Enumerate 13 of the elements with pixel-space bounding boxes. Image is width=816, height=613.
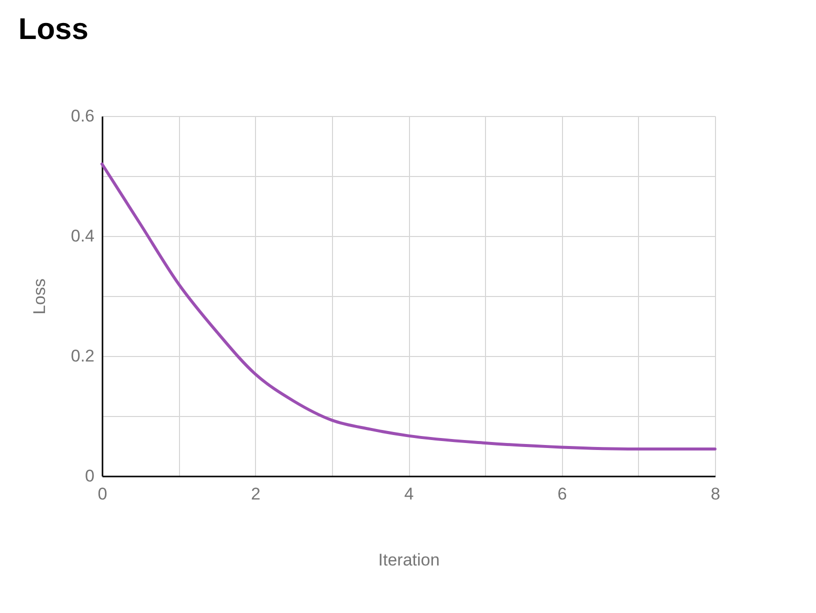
- x-tick-label: 6: [558, 484, 567, 504]
- y-tick-label: 0.4: [70, 226, 94, 246]
- line-series: [100, 162, 716, 450]
- x-tick-label: 4: [404, 484, 414, 504]
- x-tick-label: 8: [710, 484, 720, 504]
- chart-title: Loss: [18, 13, 88, 46]
- x-tick-label: 2: [251, 484, 260, 504]
- y-tick-label: 0.2: [70, 346, 94, 366]
- y-axis-title: Loss: [30, 278, 49, 314]
- x-tick-label: 0: [98, 484, 108, 504]
- y-tick-label: 0.6: [70, 106, 94, 126]
- y-tick-label: 0: [85, 466, 94, 486]
- x-axis-title: Iteration: [378, 550, 440, 570]
